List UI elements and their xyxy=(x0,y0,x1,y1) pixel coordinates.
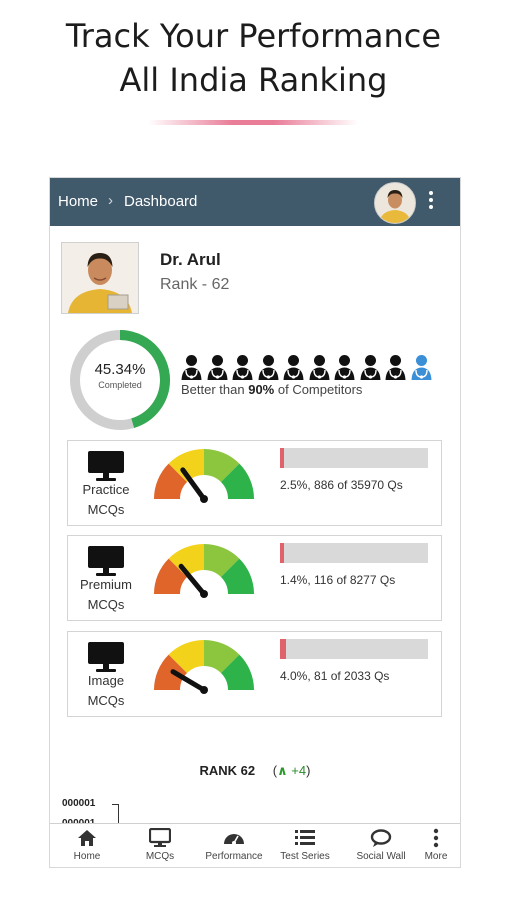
stat-card[interactable]: Image MCQs 4.0%, 81 of 2033 Qs xyxy=(67,631,442,717)
competitor-text-after: of Competitors xyxy=(274,382,363,397)
progress-bar xyxy=(280,639,428,659)
user-photo-icon xyxy=(62,243,138,313)
doctor-icon xyxy=(385,355,406,380)
completion-percent: 45.34% xyxy=(94,361,146,378)
gauge-needle xyxy=(180,467,207,502)
app-screen: Home › Dashboard Dr. Arul Rank - 62 4 xyxy=(49,177,461,868)
nav-item-label: Social Wall xyxy=(356,851,406,862)
nav-item-label: More xyxy=(424,851,448,862)
monitor-icon xyxy=(88,451,124,481)
promo-line-1: Track Your Performance xyxy=(65,17,442,55)
rank-label: RANK 62 xyxy=(199,763,256,778)
doctor-icon xyxy=(334,355,355,380)
progress-bar xyxy=(280,543,428,563)
kebab-icon xyxy=(433,828,439,848)
competitor-percent: 90% xyxy=(248,382,275,397)
chart-axis-tick: 000001 xyxy=(62,798,96,809)
doctor-highlight-icon xyxy=(411,355,431,380)
nav-item-label: MCQs xyxy=(145,851,175,862)
nav-item-test-series[interactable]: Test Series xyxy=(272,828,338,862)
card-stat: 1.4%, 116 of 8277 Qs xyxy=(280,573,396,587)
rank-delta-open: ( xyxy=(272,763,278,778)
decorative-swash xyxy=(148,120,358,125)
stat-card[interactable]: Premium MCQs 1.4%, 116 of 8277 Qs xyxy=(67,535,442,621)
card-label-line-2: MCQs xyxy=(87,502,125,517)
promo-headline: Track Your Performance All India Ranking xyxy=(0,14,507,102)
breadcrumb-separator: › xyxy=(108,192,113,209)
user-avatar-icon xyxy=(375,183,415,223)
list-icon xyxy=(295,830,315,845)
progress-bar xyxy=(280,448,428,468)
doctor-icon xyxy=(181,355,202,380)
progress-bar-fill xyxy=(280,543,284,563)
card-label-line-1: Image xyxy=(87,673,125,688)
chart-axis-tickmark xyxy=(112,804,118,805)
card-label-line-2: MCQs xyxy=(87,597,125,612)
bottom-navigation: Home MCQs Performance Test Series Social Wal… xyxy=(50,823,460,867)
nav-item-label: Home xyxy=(73,851,101,862)
nav-item-home[interactable]: Home xyxy=(60,828,114,862)
avatar[interactable] xyxy=(374,182,416,224)
breadcrumb-dashboard[interactable]: Dashboard xyxy=(124,193,198,210)
home-icon xyxy=(78,830,96,846)
monitor-icon xyxy=(88,642,124,672)
doctor-icon xyxy=(258,355,278,380)
competitor-summary: Better than 90% of Competitors xyxy=(181,382,362,397)
stat-card[interactable]: Practice MCQs 2.5%, 886 of 35970 Qs xyxy=(67,440,442,526)
doctor-icon xyxy=(283,355,304,380)
arrow-up-icon: ∧ xyxy=(277,763,288,778)
nav-item-label: Performance xyxy=(205,851,263,862)
progress-bar-fill xyxy=(280,448,284,468)
doctor-icon xyxy=(207,355,227,380)
speedometer-gauge xyxy=(154,544,254,598)
gauge-needle xyxy=(170,669,207,693)
chat-icon xyxy=(370,829,392,847)
completion-label: Completed xyxy=(98,380,142,390)
profile-photo xyxy=(61,242,139,314)
nav-item-mcqs[interactable]: MCQs xyxy=(132,828,188,862)
breadcrumb-home[interactable]: Home xyxy=(58,193,99,210)
nav-item-performance[interactable]: Performance xyxy=(198,828,270,862)
monitor-icon xyxy=(88,546,124,576)
gauge-needle xyxy=(178,563,207,597)
rank-delta-value: +4 xyxy=(291,763,307,778)
rank-delta-close: ) xyxy=(306,763,311,778)
chart-axis-line xyxy=(118,804,119,830)
speedometer-gauge xyxy=(154,449,254,503)
doctor-icon xyxy=(360,355,380,380)
card-label-line-2: MCQs xyxy=(87,693,125,708)
card-label-line-1: Premium xyxy=(79,577,132,592)
monitor-icon xyxy=(149,828,171,847)
nav-item-label: Test Series xyxy=(280,851,330,862)
speedometer-icon xyxy=(224,834,244,845)
card-label-line-1: Practice xyxy=(82,482,130,497)
completion-donut xyxy=(70,330,170,430)
rank-delta: (∧ +4) xyxy=(273,763,311,778)
user-rank: Rank - 62 xyxy=(160,276,230,293)
card-stat: 2.5%, 886 of 35970 Qs xyxy=(280,478,403,492)
donut-completed-segment xyxy=(70,330,170,430)
doctor-icon xyxy=(232,355,253,380)
card-stat: 4.0%, 81 of 2033 Qs xyxy=(280,669,390,683)
top-app-bar: Home › Dashboard xyxy=(50,178,460,226)
rank-summary: RANK 62 (∧ +4) xyxy=(50,763,460,779)
nav-item-social-wall[interactable]: Social Wall xyxy=(346,828,416,862)
nav-item-more[interactable]: More xyxy=(414,828,458,862)
overflow-menu-icon[interactable] xyxy=(429,191,435,212)
user-name: Dr. Arul xyxy=(160,250,221,269)
doctor-icon xyxy=(309,355,329,380)
promo-line-2: All India Ranking xyxy=(119,61,388,99)
progress-bar-fill xyxy=(280,639,286,659)
competitor-text-before: Better than xyxy=(181,382,249,397)
speedometer-gauge xyxy=(154,640,254,694)
